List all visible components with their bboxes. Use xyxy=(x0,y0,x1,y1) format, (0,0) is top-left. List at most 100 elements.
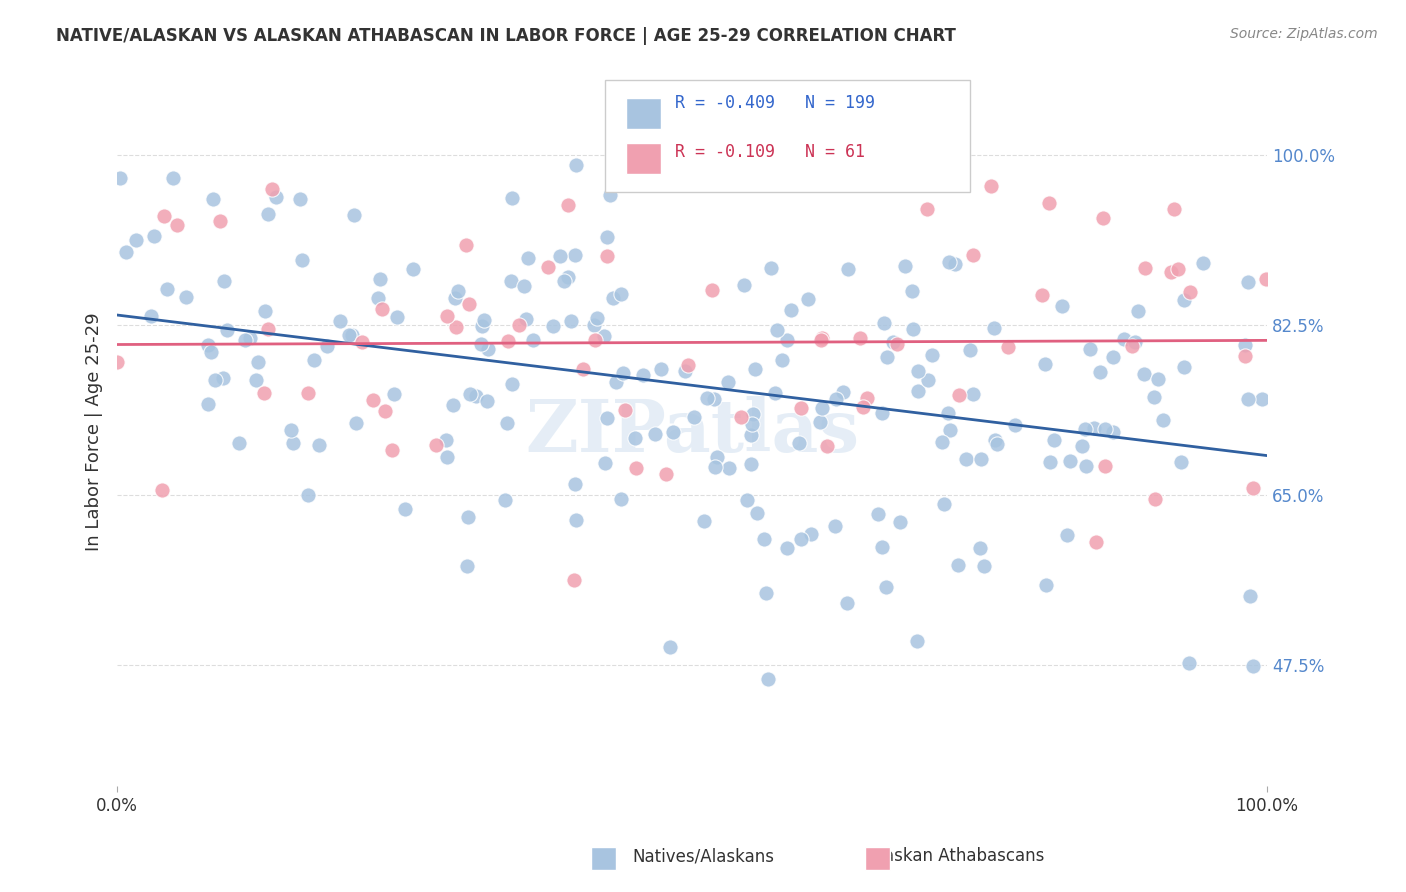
Point xyxy=(596,230,619,244)
Point xyxy=(1143,391,1166,405)
Point xyxy=(872,317,894,331)
Point xyxy=(704,460,727,475)
Point xyxy=(696,391,718,405)
Point xyxy=(1112,332,1135,346)
Point xyxy=(810,331,832,345)
Point xyxy=(644,426,666,441)
Point xyxy=(893,259,915,273)
Point xyxy=(361,392,384,407)
Point xyxy=(740,457,762,471)
Point xyxy=(1031,287,1053,301)
Point xyxy=(730,409,752,424)
Point xyxy=(980,178,1002,193)
Point xyxy=(256,207,278,221)
Point xyxy=(827,135,849,149)
Point xyxy=(254,303,277,318)
Point xyxy=(610,491,633,506)
Point xyxy=(866,507,889,521)
Point xyxy=(1170,455,1192,469)
Point xyxy=(425,438,447,452)
Point xyxy=(477,393,499,408)
Point xyxy=(1074,422,1097,436)
Point xyxy=(280,423,302,437)
Point xyxy=(776,333,799,347)
Point xyxy=(1043,434,1066,448)
Point xyxy=(959,343,981,357)
Point xyxy=(602,291,624,305)
Point xyxy=(1050,299,1073,313)
Point xyxy=(870,406,893,420)
Point xyxy=(703,392,725,406)
Point xyxy=(297,488,319,502)
Point xyxy=(1126,303,1149,318)
Point xyxy=(907,364,929,378)
Point xyxy=(1035,578,1057,592)
Point xyxy=(1173,360,1195,375)
Point xyxy=(472,313,495,327)
Point xyxy=(245,373,267,387)
Point xyxy=(291,252,314,267)
Point xyxy=(747,506,769,520)
Point xyxy=(905,634,928,648)
Y-axis label: In Labor Force | Age 25-29: In Labor Force | Age 25-29 xyxy=(86,312,103,551)
Point xyxy=(201,192,224,206)
Text: R = -0.409   N = 199: R = -0.409 N = 199 xyxy=(675,94,875,112)
Point xyxy=(948,388,970,402)
Point xyxy=(1123,335,1146,350)
Point xyxy=(513,278,536,293)
Point xyxy=(350,334,373,349)
Point xyxy=(1059,454,1081,468)
Point xyxy=(565,513,588,527)
Point xyxy=(1056,528,1078,542)
Point xyxy=(228,436,250,450)
Point xyxy=(114,244,136,259)
Point xyxy=(631,368,654,383)
Point xyxy=(162,171,184,186)
Point xyxy=(501,274,523,288)
Point xyxy=(962,387,984,401)
Point xyxy=(856,391,879,405)
Point xyxy=(650,362,672,376)
Point xyxy=(125,233,148,247)
Point xyxy=(565,158,588,172)
Point xyxy=(1004,418,1026,433)
Point xyxy=(936,406,959,420)
Point xyxy=(973,558,995,573)
Point xyxy=(613,403,636,417)
Point xyxy=(755,585,778,599)
Point xyxy=(283,435,305,450)
Point xyxy=(1233,338,1256,352)
Point xyxy=(381,442,404,457)
Point xyxy=(938,254,960,268)
Point xyxy=(1163,202,1185,217)
Point xyxy=(886,337,908,351)
Point xyxy=(337,328,360,343)
Point xyxy=(787,436,810,450)
Point xyxy=(302,352,325,367)
Point xyxy=(257,322,280,336)
Point xyxy=(139,309,162,323)
Point xyxy=(253,385,276,400)
Point xyxy=(1102,425,1125,439)
Point xyxy=(986,437,1008,451)
Point xyxy=(596,249,619,263)
Point xyxy=(752,532,775,546)
Point xyxy=(831,385,853,400)
Point xyxy=(790,401,813,416)
Point xyxy=(197,337,219,351)
Point xyxy=(901,321,924,335)
Point xyxy=(436,309,458,323)
Point xyxy=(717,375,740,389)
Point xyxy=(1241,481,1264,495)
Point xyxy=(1121,339,1143,353)
Point xyxy=(997,340,1019,354)
Point xyxy=(1038,195,1060,210)
Point xyxy=(763,385,786,400)
Point xyxy=(316,339,339,353)
Point xyxy=(797,292,820,306)
Point xyxy=(955,452,977,467)
Point xyxy=(931,434,953,449)
Point xyxy=(808,415,831,429)
Point xyxy=(775,541,797,555)
Point xyxy=(200,344,222,359)
